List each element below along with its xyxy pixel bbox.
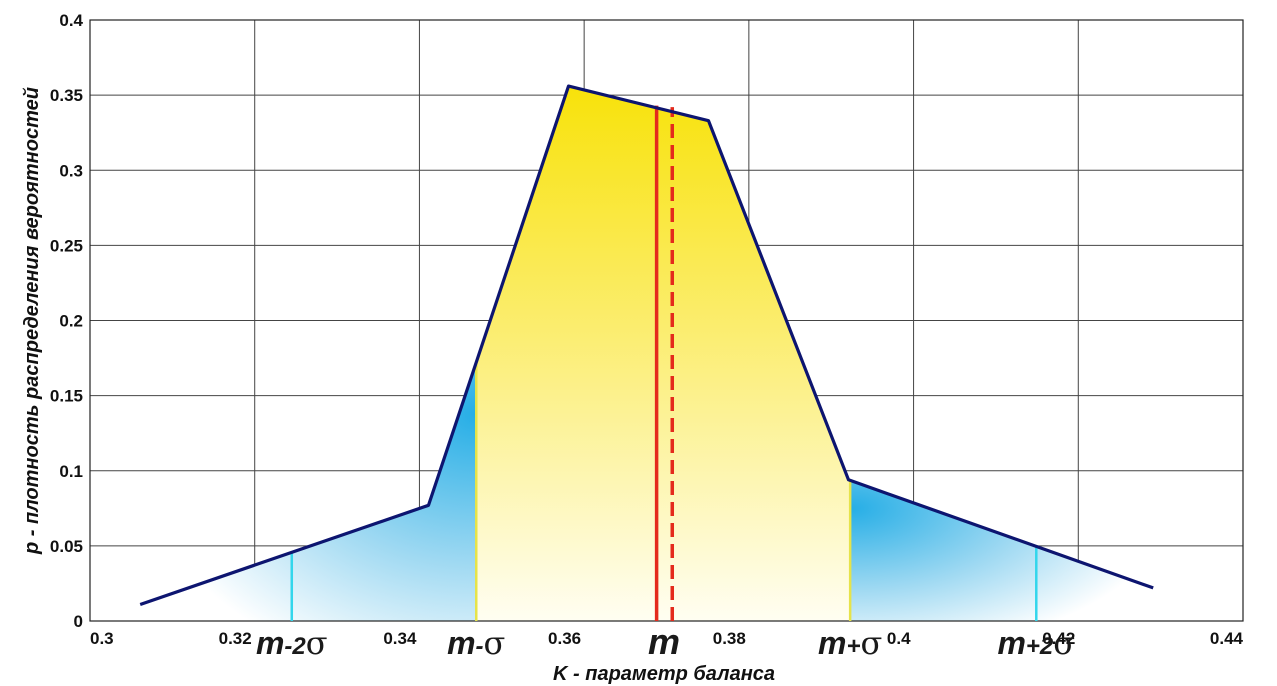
y-tick-label: 0 [74, 612, 83, 631]
sigma-annotation: m-2σ [256, 624, 328, 662]
x-tick-label: 0.38 [713, 629, 746, 648]
left-tail-fill [140, 362, 477, 621]
x-tick-label: 0.4 [887, 629, 911, 648]
sigma-annotations: m-2σ m-σ m m+σ m+2σ [256, 621, 1075, 662]
y-tick-label: 0.25 [50, 236, 83, 255]
sigma-annotation: m [648, 621, 680, 662]
y-tick-label: 0.35 [50, 86, 83, 105]
x-tick-label: 0.3 [90, 629, 114, 648]
y-tick-label: 0.3 [59, 161, 83, 180]
right-tail-fill [850, 480, 1154, 621]
sigma-annotation: m+2σ [997, 624, 1075, 662]
y-tick-label: 0.05 [50, 537, 83, 556]
shaded-regions [140, 86, 1154, 622]
density-line [139, 84, 1154, 607]
x-tick-label: 0.44 [1210, 629, 1244, 648]
x-tick-label: 0.36 [548, 629, 581, 648]
plot-frame [89, 19, 1244, 622]
y-axis-label: p - плотность распределения вероятностей [21, 87, 43, 555]
y-tick-labels: 0 0.05 0.1 0.15 0.2 0.25 0.3 0.35 0.4 [50, 11, 84, 631]
y-tick-label: 0.2 [59, 312, 83, 331]
x-tick-labels: 0.3 0.32 0.34 0.36 0.38 0.4 0.42 0.44 [90, 629, 1244, 648]
sigma-annotation: m-σ [447, 624, 505, 662]
y-tick-label: 0.4 [59, 11, 83, 30]
y-tick-label: 0.15 [50, 387, 83, 406]
x-axis-label: K - параметр баланса [553, 663, 775, 685]
sigma-marker-lines [290, 105, 1038, 621]
central-fill [476, 86, 851, 622]
x-tick-label: 0.34 [383, 629, 417, 648]
x-tick-label: 0.32 [219, 629, 252, 648]
sigma-annotation: m+σ [818, 624, 882, 662]
y-tick-label: 0.1 [59, 462, 83, 481]
density-polyline [139, 84, 1154, 607]
x-tick-label: 0.42 [1042, 629, 1075, 648]
